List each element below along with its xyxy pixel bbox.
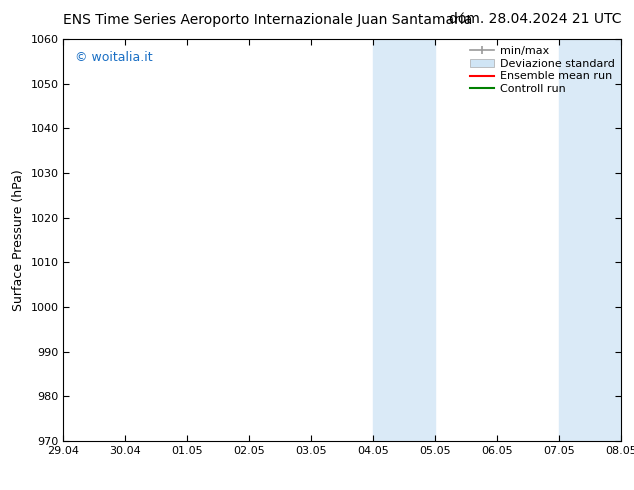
Text: ENS Time Series Aeroporto Internazionale Juan Santamaría: ENS Time Series Aeroporto Internazionale… <box>63 12 473 27</box>
Text: dom. 28.04.2024 21 UTC: dom. 28.04.2024 21 UTC <box>449 12 621 26</box>
Bar <box>373 39 436 441</box>
Y-axis label: Surface Pressure (hPa): Surface Pressure (hPa) <box>12 169 25 311</box>
Text: © woitalia.it: © woitalia.it <box>75 51 152 64</box>
Legend: min/max, Deviazione standard, Ensemble mean run, Controll run: min/max, Deviazione standard, Ensemble m… <box>465 42 619 98</box>
Bar <box>559 39 621 441</box>
